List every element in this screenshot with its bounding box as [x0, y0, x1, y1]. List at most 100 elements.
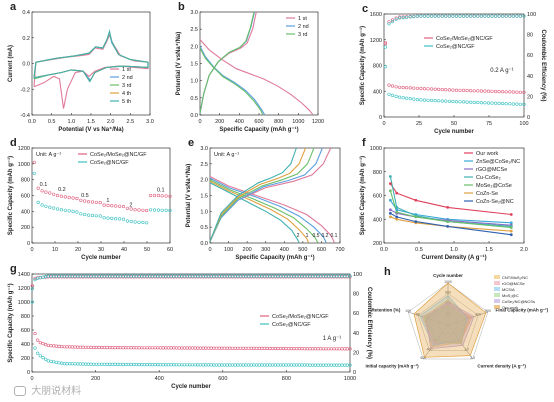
data-point [444, 14, 448, 18]
data-point [126, 362, 130, 367]
data-point [412, 15, 416, 19]
data-point [94, 345, 98, 350]
data-point [81, 345, 85, 349]
data-point [509, 213, 513, 216]
data-point [62, 345, 67, 349]
y2-tick-label: 100 [353, 272, 362, 278]
data-point [401, 96, 405, 100]
legend-entry: CoSe₂@NC/GF [272, 322, 311, 328]
data-point [204, 363, 208, 367]
data-point [337, 363, 341, 367]
y2-tick-label: 100 [527, 12, 536, 18]
legend-entry: Our work [502, 305, 518, 310]
data-point [100, 362, 104, 366]
data-point [67, 195, 71, 200]
y2-tick-label: 0 [527, 115, 530, 121]
data-point [161, 363, 165, 367]
rate-label: 0.1 [40, 182, 48, 188]
radar-tick-label: 300 [465, 316, 471, 320]
data-point [145, 221, 149, 225]
radar-tick-label: 400 [475, 312, 481, 316]
y-tick-label: 2.5 [200, 162, 208, 168]
data-point [214, 346, 219, 350]
data-point [319, 363, 323, 367]
data-point [188, 363, 192, 367]
y2-tick-label: 80 [527, 33, 533, 39]
data-point [206, 346, 211, 350]
radar-axis-label: Current density (A g⁻¹) [477, 363, 526, 368]
data-point [465, 14, 469, 18]
y-tick-label: 0.0 [200, 241, 208, 247]
radar-tick-label: 600 [445, 291, 451, 295]
legend-entry: 1 st [122, 67, 131, 73]
data-point [469, 100, 473, 104]
radar-series [413, 282, 487, 358]
data-point [401, 16, 405, 20]
data-point [54, 344, 58, 348]
data-point [395, 191, 399, 195]
data-point [233, 346, 237, 350]
data-point [117, 204, 122, 208]
data-point [52, 344, 56, 348]
data-point [276, 346, 280, 351]
data-point [335, 363, 339, 367]
data-point [121, 346, 125, 350]
data-point [132, 362, 136, 367]
y-axis-label: Potential (V vsNa⁺/Na) [185, 164, 192, 228]
data-point [140, 363, 144, 367]
data-point [30, 284, 34, 288]
radar-tick-label: 80 [416, 312, 420, 316]
panel-label: f [362, 137, 366, 149]
data-point [150, 363, 154, 367]
data-point [390, 93, 395, 97]
legend-entry: CoSe₂/MoSe₂@NC/GF [90, 152, 147, 158]
data-point [90, 200, 95, 204]
data-point [153, 346, 157, 350]
plot-frame [31, 273, 351, 373]
rate-label: 0.5 [313, 233, 320, 239]
y-tick-label: 800 [373, 170, 382, 176]
data-point [279, 363, 283, 367]
data-point [59, 194, 64, 198]
data-point [70, 345, 74, 349]
data-point [486, 89, 491, 93]
data-point [394, 85, 398, 89]
data-point [295, 363, 299, 367]
legend-entry: CoSe₂/MoSe₂@NC/GF [436, 36, 493, 42]
data-point [289, 363, 293, 367]
x-tick-label: 400 [155, 376, 164, 382]
data-point [113, 346, 117, 350]
legend-swatch [494, 305, 500, 309]
y2-tick-label: 80 [353, 292, 359, 298]
data-point [300, 347, 304, 351]
plot-frame [31, 11, 151, 116]
data-point [49, 344, 53, 348]
data-point [518, 14, 523, 18]
data-point [180, 363, 184, 367]
data-point [271, 346, 275, 351]
y-tick-label: 1600 [370, 12, 382, 18]
series-line-1 [209, 180, 309, 243]
data-point [458, 14, 462, 18]
panel-label: a [10, 1, 17, 13]
x-tick-label: 0.0 [28, 119, 36, 125]
y-tick-label: 0.4 [22, 10, 30, 16]
data-point [454, 88, 459, 92]
data-point [437, 87, 441, 91]
legend-entry: CNT/MoS₂/NC [502, 275, 528, 280]
data-point [483, 14, 487, 18]
legend-entry: CoZn-Se [476, 191, 498, 197]
data-point [469, 14, 473, 18]
data-point [281, 363, 285, 367]
data-point [97, 345, 101, 350]
data-point [408, 15, 412, 19]
data-point [515, 102, 519, 106]
data-point [340, 363, 344, 367]
data-point [98, 201, 102, 205]
data-point [116, 362, 120, 367]
data-point [71, 196, 75, 200]
radar-axis [407, 311, 449, 326]
data-point [348, 363, 352, 367]
data-point [287, 347, 291, 351]
radar-tick-label: 100 [405, 309, 411, 313]
